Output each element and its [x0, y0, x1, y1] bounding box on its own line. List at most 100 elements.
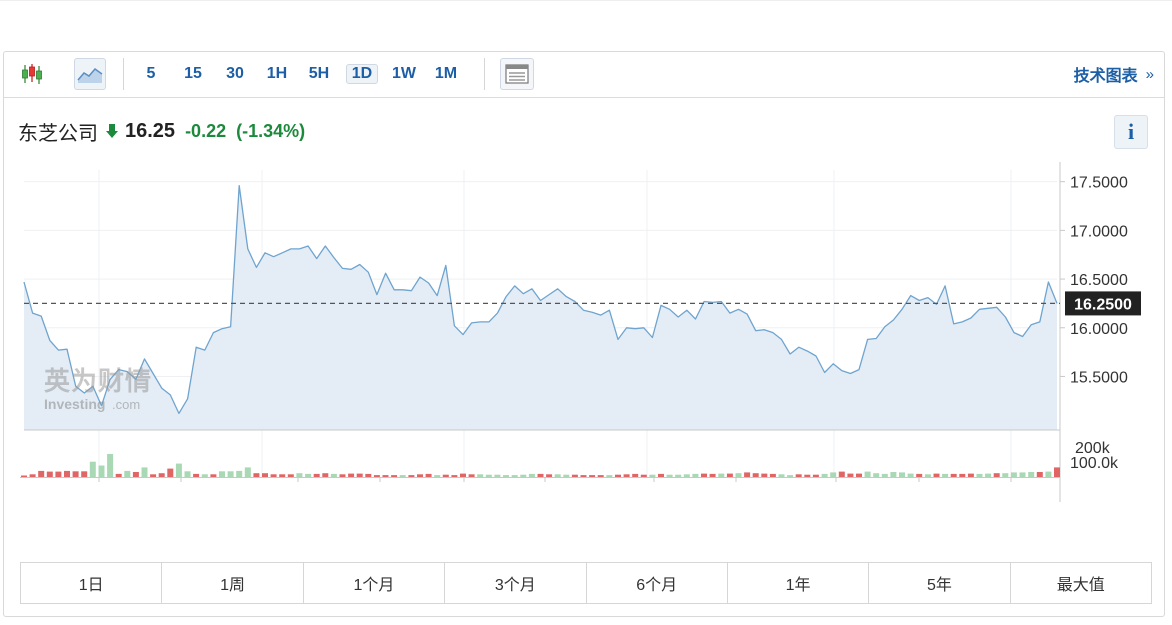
volume-bar [838, 471, 845, 477]
volume-bar [477, 474, 484, 477]
volume-bar [89, 461, 96, 477]
interval-30[interactable]: 30 [226, 65, 244, 82]
volume-bar [726, 473, 733, 477]
volume-bar [150, 474, 157, 477]
volume-bar [735, 473, 742, 477]
volume-bar [124, 470, 131, 477]
volume-bar [236, 470, 243, 477]
volume-bar [967, 473, 974, 477]
volume-bar [29, 474, 36, 477]
candlestick-icon[interactable] [16, 58, 48, 90]
current-price-badge [1065, 291, 1141, 316]
technical-chart-link[interactable]: 技术图表 » [1074, 58, 1154, 90]
volume-tick-label: 100.0k [1070, 455, 1119, 472]
range-tab-1y[interactable]: 1年 [728, 563, 870, 603]
volume-bar [692, 473, 699, 477]
volume-bar [847, 473, 854, 477]
volume-bar [554, 474, 561, 477]
volume-bar [434, 475, 441, 477]
volume-bar [210, 474, 217, 477]
price-area-fill [24, 185, 1057, 430]
volume-bar [864, 471, 871, 477]
volume-bar [175, 463, 182, 477]
range-tab-1d[interactable]: 1日 [21, 563, 163, 603]
instrument-name: 东芝公司 [18, 122, 98, 145]
volume-bar [201, 474, 208, 477]
y-tick-label: 15.5000 [1070, 369, 1128, 386]
volume-bar [132, 472, 139, 477]
range-tab-6m[interactable]: 6个月 [587, 563, 728, 603]
last-price: 16.25 [125, 119, 176, 142]
volume-bar [348, 473, 355, 477]
down-arrow-icon [105, 123, 119, 139]
chart-widget: 5 15 30 1H 5H 1D 1W 1M 技术图表 » 东芝公司 16.25 [3, 51, 1165, 617]
volume-bar [632, 473, 639, 477]
interval-1m[interactable]: 1M [434, 65, 458, 82]
volume-bar [856, 473, 862, 477]
volume-bar [391, 475, 398, 477]
volume-bar [417, 474, 423, 477]
volume-bar [1002, 473, 1009, 477]
volume-bar [511, 475, 518, 477]
volume-bar [219, 471, 225, 478]
volume-bar [804, 474, 811, 477]
range-tab-1m[interactable]: 1个月 [304, 563, 446, 603]
range-tab-1w[interactable]: 1周 [162, 563, 304, 603]
range-tab-3m[interactable]: 3个月 [445, 563, 587, 603]
interval-15[interactable]: 15 [184, 65, 202, 82]
technical-chart-label: 技术图表 [1073, 68, 1138, 85]
volume-bar [571, 474, 578, 477]
volume-bar [55, 471, 62, 477]
volume-bar [778, 474, 785, 477]
volume-bar [460, 473, 466, 477]
volume-bar [1010, 472, 1017, 477]
price-change-percent: (-1.34%) [236, 120, 306, 141]
volume-bar [933, 473, 940, 477]
volume-bar [701, 473, 707, 477]
interval-1d[interactable]: 1D [344, 58, 380, 90]
volume-bar [976, 473, 983, 477]
volume-bar [442, 474, 449, 477]
volume-bar [253, 473, 260, 477]
info-button[interactable]: i [1114, 115, 1148, 149]
range-selector: 1日 1周 1个月 3个月 6个月 1年 5年 最大值 [20, 562, 1152, 604]
volume-bar [675, 474, 682, 477]
volume-bar [1036, 472, 1043, 477]
volume-bar [597, 475, 604, 477]
interval-5[interactable]: 5 [146, 65, 156, 82]
volume-bar [38, 470, 45, 477]
volume-bar [167, 468, 174, 477]
table-icon[interactable] [500, 58, 534, 90]
volume-bar [795, 474, 802, 477]
volume-bar [296, 473, 303, 477]
volume-bar [916, 473, 923, 477]
volume-bar [98, 465, 105, 477]
area-chart-icon[interactable] [74, 58, 106, 90]
volume-bar [985, 473, 992, 477]
volume-bar [107, 454, 114, 477]
volume-bar [399, 475, 406, 477]
range-tab-max[interactable]: 最大值 [1056, 577, 1105, 594]
interval-1h[interactable]: 1H [266, 65, 288, 82]
y-tick-label: 17.5000 [1070, 175, 1128, 192]
volume-bar [563, 474, 570, 477]
volume-bar [494, 474, 501, 477]
volume-bar [141, 467, 148, 477]
volume-bar [683, 474, 690, 477]
volume-bar [356, 473, 363, 477]
volume-bar [64, 470, 70, 477]
volume-bar [330, 473, 337, 477]
volume-bar [313, 473, 320, 477]
toolbar-separator [123, 58, 124, 90]
volume-bar [115, 473, 122, 477]
volume-bar [752, 473, 759, 477]
range-tab-5y[interactable]: 5年 [869, 563, 1011, 603]
volume-bar [959, 473, 966, 477]
interval-1w[interactable]: 1W [392, 65, 416, 82]
volume-bar [623, 474, 630, 477]
volume-bar [270, 474, 277, 477]
volume-bar [373, 475, 380, 477]
interval-5h[interactable]: 5H [308, 65, 330, 82]
volume-tick-label: 200k [1075, 440, 1111, 457]
volume-bar [924, 474, 931, 477]
